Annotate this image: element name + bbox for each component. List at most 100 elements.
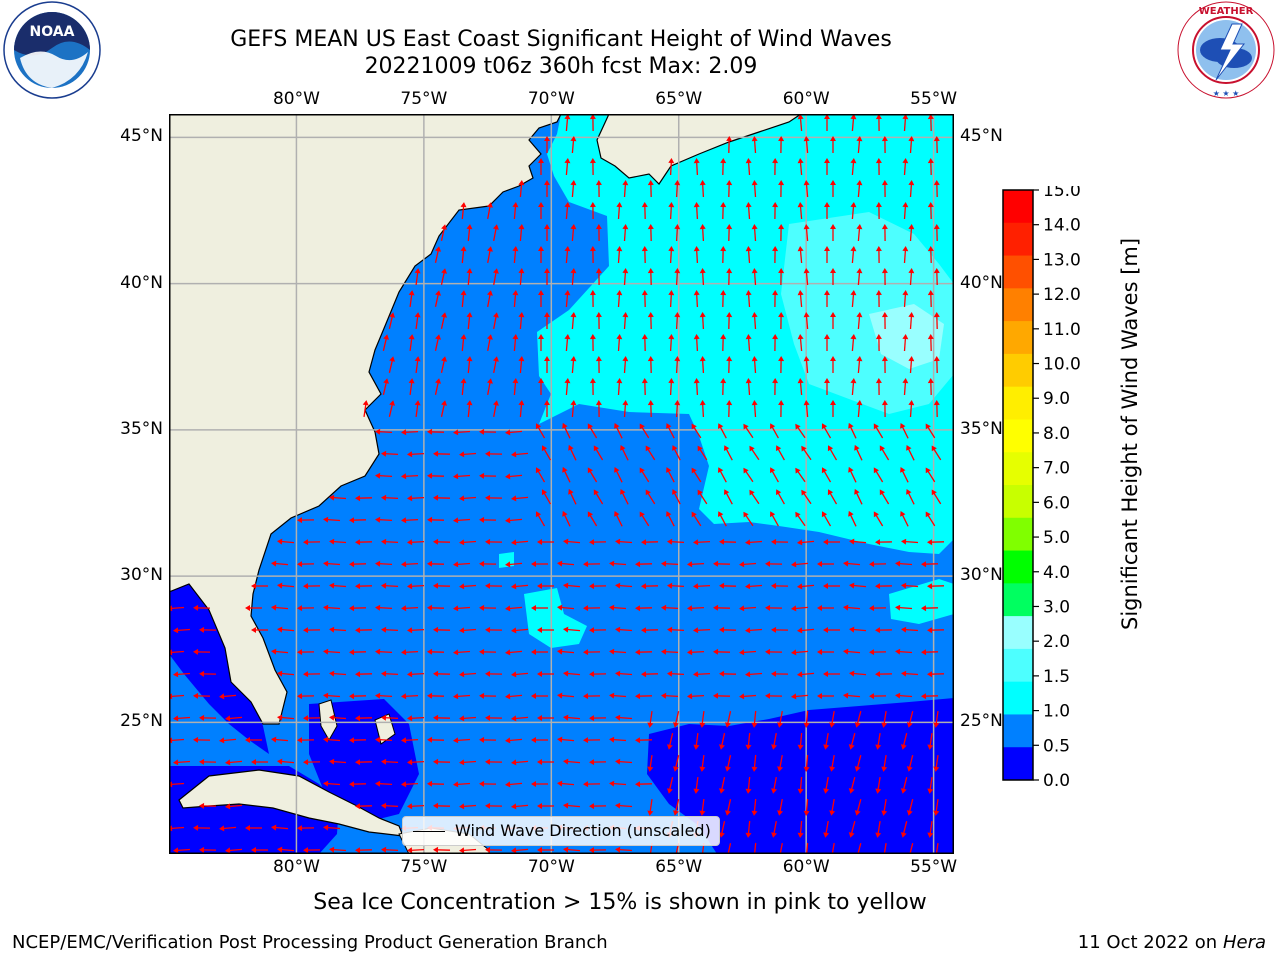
wave-arrow-head: [875, 202, 882, 208]
wave-arrow: [805, 270, 809, 286]
wave-arrow-head: [850, 334, 857, 340]
wave-arrow-head: [557, 736, 563, 743]
wave-arrow: [851, 292, 855, 308]
wave-arrow-head: [329, 758, 335, 765]
wave-arrow: [331, 848, 347, 852]
wave-arrow-head: [751, 722, 758, 728]
wave-arrow-head: [739, 649, 745, 656]
wave-arrow: [779, 842, 783, 854]
wave-arrow-head: [869, 605, 875, 612]
wave-arrow-head: [193, 692, 199, 699]
colorbar-segment: [1003, 452, 1033, 486]
wave-arrow: [325, 562, 341, 566]
wave-arrow-head: [881, 224, 888, 230]
wave-arrow-head: [460, 290, 467, 296]
wave-arrow: [753, 754, 757, 770]
wave-arrow-head: [699, 722, 706, 728]
lat-tick-label: 25°N: [960, 711, 1003, 732]
wave-arrow-head: [381, 714, 387, 721]
wave-arrow: [325, 826, 341, 830]
wave-arrow: [695, 733, 699, 747]
wave-arrow: [701, 314, 705, 330]
wave-arrow-head: [778, 224, 785, 230]
wave-arrow-head: [672, 489, 678, 495]
wave-arrow: [383, 452, 399, 456]
wave-arrow: [559, 782, 575, 786]
wave-arrow-head: [433, 450, 439, 457]
wave-arrow-head: [921, 693, 927, 700]
wave-arrow-head: [908, 312, 915, 318]
wave-arrow-head: [564, 290, 571, 296]
wave-arrow-head: [453, 693, 459, 700]
wave-arrow-head: [614, 511, 620, 517]
wave-arrow-head: [479, 516, 485, 523]
wave-arrow: [415, 315, 419, 329]
wave-arrow-head: [745, 334, 752, 340]
wave-arrow: [331, 716, 347, 720]
wave-arrow: [726, 755, 732, 769]
wave-arrow: [565, 716, 581, 720]
wave-arrow: [409, 584, 425, 588]
wave-arrow-head: [777, 722, 783, 728]
wave-arrow-head: [401, 561, 407, 568]
wave-arrow-head: [225, 715, 231, 722]
wave-arrow: [273, 606, 289, 610]
wave-arrow: [415, 359, 419, 373]
wave-arrow-head: [772, 202, 779, 208]
wave-arrow: [753, 710, 757, 726]
wave-arrow: [747, 672, 763, 676]
wave-arrow-head: [908, 400, 915, 406]
wave-arrow-head: [751, 400, 758, 406]
wave-arrow-head: [401, 649, 407, 656]
wave-arrow-head: [693, 378, 700, 384]
wave-arrow: [874, 513, 884, 527]
wave-arrow-head: [933, 268, 940, 274]
ocean-band-1.0-1.5-patch: [889, 579, 954, 624]
wave-arrow: [857, 138, 861, 154]
wave-arrow-head: [563, 758, 569, 765]
wave-arrow-head: [849, 582, 855, 589]
wave-arrow-head: [595, 180, 602, 186]
wave-arrow-head: [505, 649, 511, 656]
wave-arrow-head: [544, 356, 550, 361]
wave-arrow-head: [830, 180, 836, 185]
wave-arrow-head: [906, 722, 913, 728]
wave-arrow-head: [466, 356, 473, 362]
wave-arrow-head: [564, 114, 571, 120]
wave-arrow-head: [460, 246, 467, 252]
wave-arrow: [565, 160, 569, 176]
wave-arrow: [325, 518, 341, 522]
wave-arrow-head: [349, 561, 355, 568]
wave-arrow: [669, 160, 673, 176]
wave-arrow-head: [843, 692, 849, 699]
wave-arrow-head: [485, 538, 491, 545]
wave-arrow-head: [453, 649, 459, 656]
wave-arrow: [617, 628, 633, 632]
wave-arrow-head: [751, 312, 758, 318]
wave-arrow-head: [856, 268, 863, 274]
wave-arrow-head: [435, 290, 441, 296]
wave-arrow: [909, 270, 913, 286]
wave-arrow: [461, 628, 477, 632]
wave-arrow: [695, 672, 711, 676]
wave-arrow-head: [427, 428, 433, 435]
wave-arrow-head: [479, 648, 485, 655]
colorbar-segment: [1003, 321, 1033, 355]
wave-arrow-head: [797, 334, 804, 340]
wave-arrow: [903, 672, 919, 676]
wave-arrow-head: [479, 736, 485, 743]
wave-arrow: [828, 447, 838, 461]
wave-arrow: [901, 513, 909, 527]
wave-arrow-head: [873, 511, 879, 518]
wave-arrow: [727, 843, 732, 854]
wave-arrow-head: [595, 356, 602, 362]
wave-arrow-head: [614, 423, 620, 429]
wave-arrow: [668, 777, 674, 791]
wave-arrow-head: [349, 693, 355, 700]
wave-arrow-head: [479, 472, 485, 479]
wave-arrow-head: [803, 180, 810, 186]
wave-arrow: [571, 226, 575, 242]
wave-arrow-head: [667, 538, 673, 545]
wave-arrow-head: [349, 649, 355, 656]
wave-arrow-head: [901, 626, 907, 633]
